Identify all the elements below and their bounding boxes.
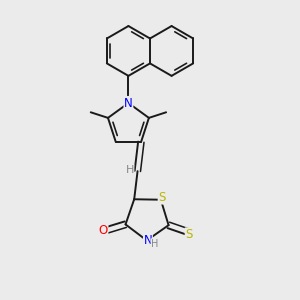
Text: H: H [151, 239, 158, 249]
Text: S: S [158, 191, 166, 204]
Text: N: N [143, 234, 152, 247]
Text: N: N [124, 97, 133, 110]
Text: O: O [99, 224, 108, 237]
Text: S: S [185, 228, 193, 241]
Text: H: H [125, 165, 134, 175]
